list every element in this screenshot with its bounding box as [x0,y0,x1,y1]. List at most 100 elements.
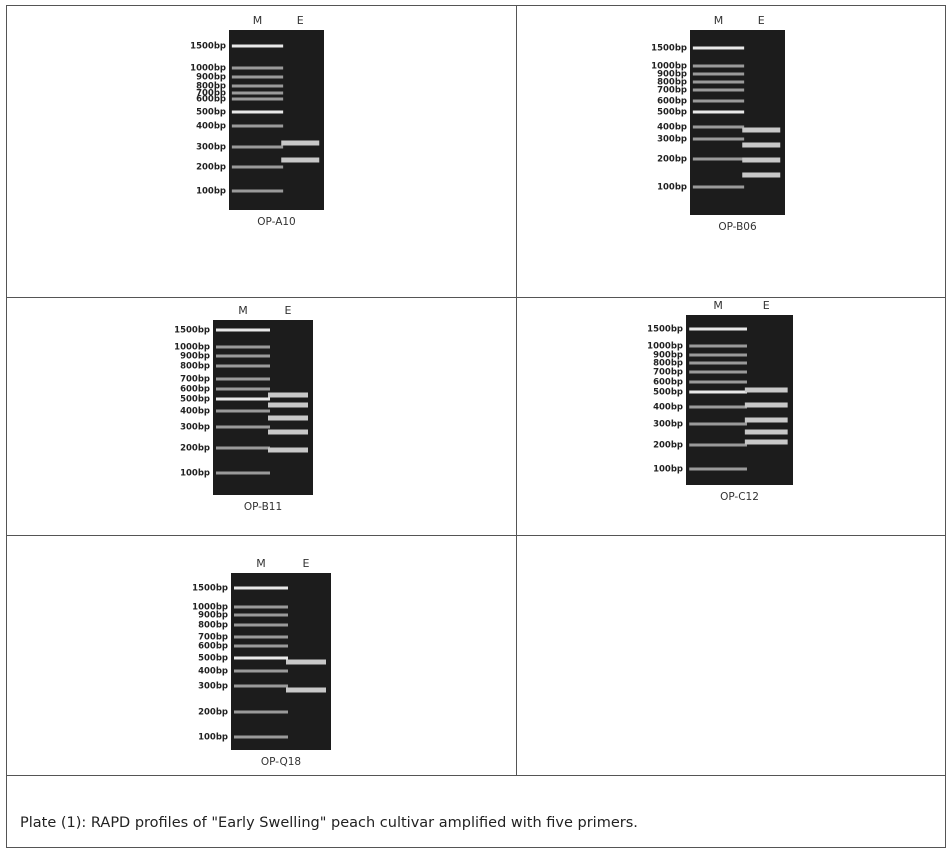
ladder-label: 700bp [180,375,210,385]
gel [229,30,324,210]
ladder-band [232,92,283,95]
ladder-label: 800bp [180,362,210,372]
gel [686,315,793,485]
ladder-band [216,398,270,401]
ladder-label: 400bp [198,667,228,677]
ladder-label: 100bp [657,183,687,193]
sample-band [742,173,780,178]
ladder-band [693,158,744,161]
ladder-band [693,47,744,50]
ladder-band [234,670,288,673]
ladder-band [232,67,283,70]
lane-label: M [713,299,723,312]
ladder-label: 800bp [198,621,228,631]
ladder-band [234,636,288,639]
ladder-band [689,444,747,447]
ladder-label: 400bp [653,403,683,413]
ladder-band [689,328,747,331]
ladder-band [216,378,270,381]
ladder-label: 200bp [198,708,228,718]
sample-band [268,403,308,408]
ladder-band [216,472,270,475]
ladder-label: 500bp [180,395,210,405]
ladder-band [689,406,747,409]
sample-band [745,388,788,393]
ladder-band [693,73,744,76]
ladder-band [689,345,747,348]
ladder-band [216,365,270,368]
ladder-band [689,381,747,384]
sample-band [745,403,788,408]
lane-label: M [256,557,266,570]
lane-label: E [758,14,765,27]
ladder-label: 300bp [198,682,228,692]
sample-band [268,416,308,421]
ladder-label: 300bp [657,135,687,145]
ladder-band [232,98,283,101]
ladder-band [693,89,744,92]
sample-band [286,688,326,693]
sample-band [268,448,308,453]
ladder-band [232,166,283,169]
lane-label: E [303,557,310,570]
ladder-label: 1500bp [647,325,683,335]
lane-label: E [297,14,304,27]
ladder-band [216,388,270,391]
sample-band [286,660,326,665]
ladder-band [689,423,747,426]
ladder-band [216,447,270,450]
ladder-label: 500bp [653,388,683,398]
primer-name: OP-Q18 [261,756,301,768]
ladder-label: 100bp [198,733,228,743]
ladder-band [232,146,283,149]
ladder-label: 300bp [180,423,210,433]
ladder-band [234,685,288,688]
ladder-label: 700bp [657,86,687,96]
primer-name: OP-A10 [257,216,295,228]
ladder-label: 100bp [653,465,683,475]
sample-band [268,430,308,435]
ladder-label: 600bp [180,385,210,395]
sample-band [268,393,308,398]
ladder-label: 900bp [198,611,228,621]
sample-band [745,418,788,423]
ladder-band [689,354,747,357]
ladder-label: 100bp [180,469,210,479]
ladder-band [693,81,744,84]
ladder-label: 600bp [653,378,683,388]
lane-label: E [763,299,770,312]
ladder-band [234,711,288,714]
ladder-band [234,657,288,660]
ladder-band [693,126,744,129]
caption: Plate (1): RAPD profiles of "Early Swell… [20,815,638,831]
table-grid [6,5,946,848]
ladder-band [689,468,747,471]
sample-band [281,141,319,146]
table-border [7,6,946,848]
ladder-band [216,355,270,358]
ladder-band [216,346,270,349]
ladder-band [216,426,270,429]
sample-band [745,440,788,445]
ladder-band [693,100,744,103]
ladder-label: 600bp [657,97,687,107]
ladder-band [216,329,270,332]
sample-band [742,158,780,163]
lane-label: E [285,304,292,317]
ladder-label: 500bp [657,108,687,118]
ladder-band [232,85,283,88]
ladder-band [216,410,270,413]
ladder-band [234,606,288,609]
ladder-band [234,624,288,627]
lane-label: M [238,304,248,317]
ladder-label: 600bp [198,642,228,652]
ladder-band [234,587,288,590]
ladder-band [232,190,283,193]
ladder-label: 500bp [198,654,228,664]
ladder-band [232,76,283,79]
sample-band [281,158,319,163]
sample-band [742,128,780,133]
ladder-band [693,65,744,68]
ladder-band [693,111,744,114]
ladder-band [234,614,288,617]
